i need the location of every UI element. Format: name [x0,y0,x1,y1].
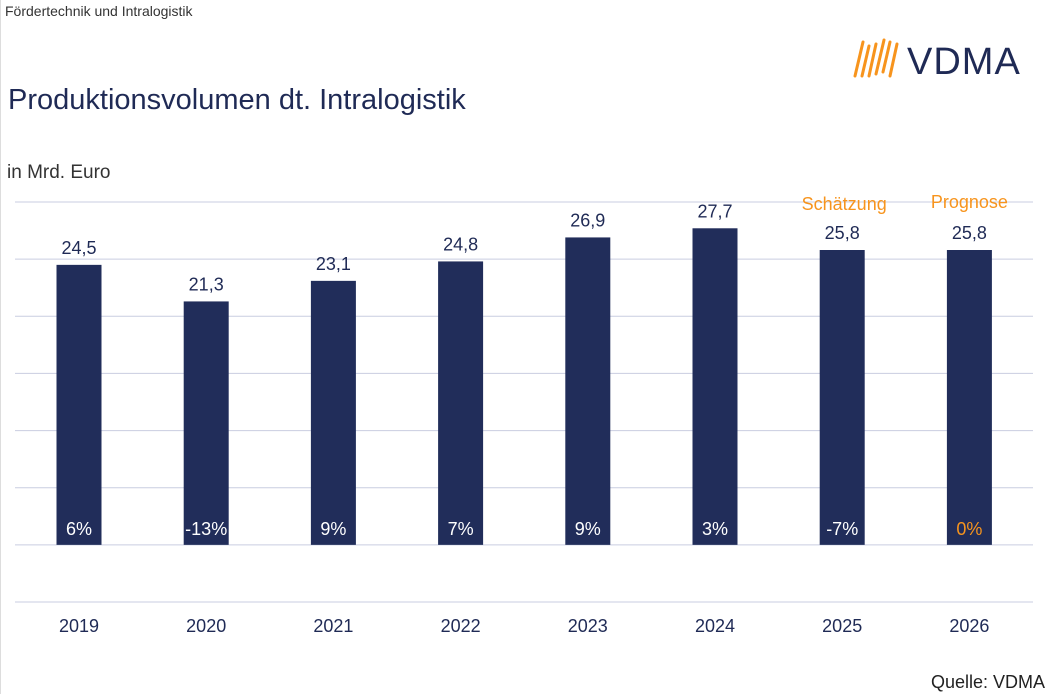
change-label-2023: 9% [575,519,601,539]
svg-text:VDMA: VDMA [907,41,1021,83]
bar-2019 [56,264,102,545]
change-label-2019: 6% [66,519,92,539]
x-tick-2025: 2025 [822,616,862,636]
source-label: Quelle: VDMA [930,672,1045,692]
value-label-2022: 24,8 [443,234,478,254]
value-label-2021: 23,1 [316,254,351,274]
x-tick-2019: 2019 [59,616,99,636]
x-tick-2022: 2022 [441,616,481,636]
x-tick-2020: 2020 [186,616,226,636]
bar-2023 [565,237,611,545]
x-tick-2024: 2024 [695,616,735,636]
unit-label: in Mrd. Euro [7,162,111,183]
bar-2024 [692,228,738,545]
bar-2022 [438,261,484,545]
change-label-2020: -13% [185,519,227,539]
change-label-2025: -7% [826,519,858,539]
change-label-2024: 3% [702,519,728,539]
value-label-2024: 27,7 [697,201,732,221]
bar-2025 [819,250,865,545]
chart-title: Produktionsvolumen dt. Intralogistik [8,84,466,116]
annotation-2026: Prognose [931,192,1008,212]
value-label-2025: 25,8 [825,223,860,243]
x-tick-2021: 2021 [313,616,353,636]
x-tick-2023: 2023 [568,616,608,636]
bar-2026 [946,250,992,545]
vdma-logo: VDMA [853,38,1021,83]
bar-2020 [183,301,229,545]
x-tick-2026: 2026 [949,616,989,636]
change-label-2021: 9% [320,519,346,539]
bar-2021 [310,280,356,545]
change-label-2026: 0% [956,519,982,539]
value-label-2019: 24,5 [61,238,96,258]
value-label-2023: 26,9 [570,210,605,230]
value-label-2020: 21,3 [189,274,224,294]
annotation-2025: Schätzung [802,194,887,214]
supertitle: Fördertechnik und Intralogistik [5,3,193,19]
change-label-2022: 7% [448,519,474,539]
value-label-2026: 25,8 [952,223,987,243]
